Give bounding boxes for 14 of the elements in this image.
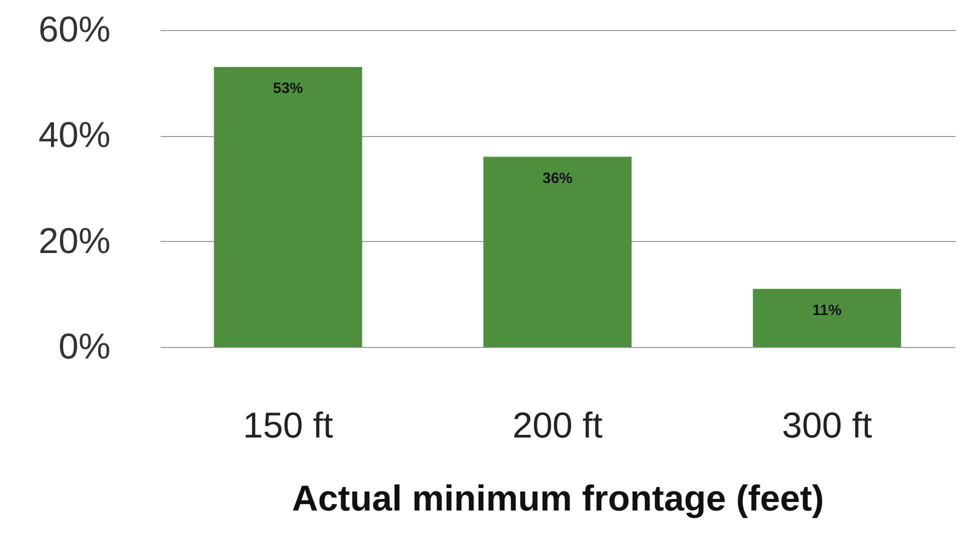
data-label: 53% bbox=[272, 80, 304, 97]
y-tick-label: 0% bbox=[58, 326, 110, 366]
bar bbox=[483, 156, 632, 347]
bar bbox=[752, 288, 902, 347]
bar bbox=[214, 66, 362, 347]
x-tick-label: 150 ft bbox=[242, 404, 334, 446]
data-label: 11% bbox=[812, 302, 842, 319]
y-tick-label: 20% bbox=[38, 220, 110, 261]
data-label: 36% bbox=[542, 170, 573, 187]
x-axis-title: Actual minimum frontage (feet) bbox=[292, 478, 824, 518]
x-tick-label: 300 ft bbox=[782, 404, 872, 446]
x-tick-label: 200 ft bbox=[512, 404, 603, 446]
y-tick-label: 60% bbox=[38, 8, 110, 50]
y-tick-label: 40% bbox=[38, 114, 110, 156]
